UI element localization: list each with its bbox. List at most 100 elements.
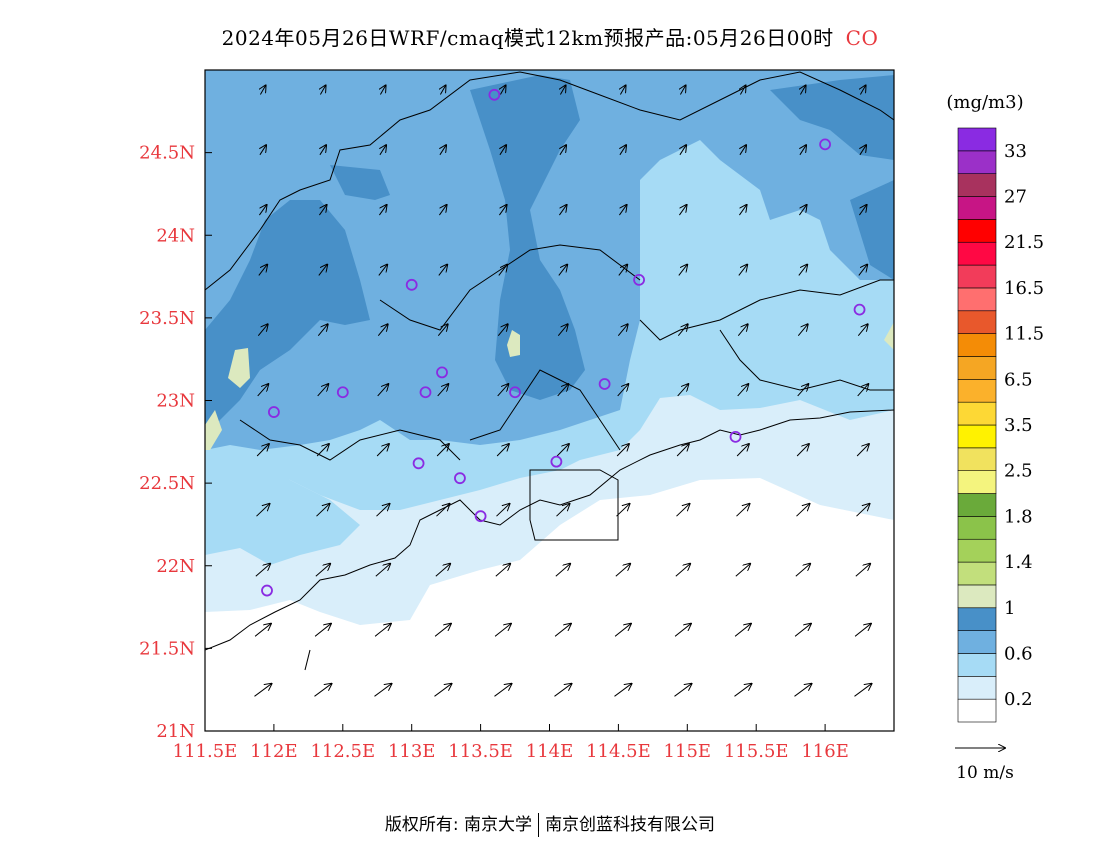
wind-vector-49 <box>557 324 567 337</box>
wind-vector-118 <box>734 684 752 697</box>
wind-vector-59 <box>497 384 509 397</box>
wind-vector-81 <box>496 504 510 517</box>
field-band-0.6-coast <box>205 455 360 565</box>
wind-vector-24 <box>378 205 386 216</box>
wind-vector-34 <box>318 265 327 276</box>
wind-vector-99 <box>254 624 271 637</box>
plot-frame <box>204 69 895 732</box>
monitoring-stations <box>261 88 866 597</box>
wind-vector-90 <box>375 564 390 577</box>
wind-vector-74 <box>736 444 749 457</box>
x-tick-label: 112E <box>250 741 298 762</box>
wind-vector-33 <box>258 265 267 276</box>
wind-vector-39 <box>618 265 627 276</box>
wind-vector-15 <box>500 145 506 156</box>
station-marker-1 <box>819 138 831 151</box>
wind-vector-23 <box>318 205 326 216</box>
wind-vector-38 <box>558 265 567 276</box>
colorbar-label: 33 <box>1004 141 1027 162</box>
x-tick-label: 113.5E <box>448 741 513 762</box>
station-marker-16 <box>261 584 273 597</box>
station-marker-5 <box>336 386 349 399</box>
wind-vector-107 <box>734 624 751 637</box>
station-marker-7 <box>436 366 448 379</box>
wind-vector-40 <box>678 265 687 276</box>
x-tick-label: 111.5E <box>173 741 238 762</box>
x-tick-label: 114.5E <box>586 741 651 762</box>
colorbar-bin-3 <box>957 630 997 654</box>
wind-vector-36 <box>438 265 447 276</box>
wind-vector-94 <box>615 564 630 577</box>
wind-vector-105 <box>614 624 631 637</box>
wind-vector-5 <box>560 86 565 95</box>
y-tick-label: 21N <box>156 721 195 742</box>
wind-vector-61 <box>617 384 629 397</box>
colorbar-label: 16.5 <box>1004 278 1044 299</box>
y-tick-label: 24N <box>156 225 195 246</box>
wind-vector-2 <box>380 86 385 95</box>
wind-vector-96 <box>735 564 750 577</box>
wind-vectors <box>254 86 872 697</box>
colorbar-label: 2.5 <box>1004 461 1033 482</box>
y-tick-label: 23.5N <box>139 308 195 329</box>
station-marker-3 <box>633 273 645 286</box>
wind-vector-117 <box>674 684 692 697</box>
wind-vector-28 <box>618 205 626 216</box>
wind-vector-63 <box>737 384 749 397</box>
wind-vector-60 <box>557 384 569 397</box>
wind-vector-26 <box>498 205 506 216</box>
wind-vector-77 <box>256 504 270 517</box>
field-band-1-c <box>470 75 585 400</box>
colorbar-bin-5 <box>957 584 997 609</box>
wind-vector-69 <box>436 444 449 457</box>
wind-vector-47 <box>437 324 447 337</box>
station-marker-11 <box>412 457 425 470</box>
wind-vector-37 <box>498 265 507 276</box>
wind-vector-20 <box>800 145 806 156</box>
wind-vector-119 <box>794 684 812 697</box>
chart-title-main: 2024年05月26日WRF/cmaq模式12km预报产品:05月26日00时 <box>221 26 834 50</box>
wind-vector-43 <box>858 265 867 276</box>
wind-vector-114 <box>494 684 512 697</box>
wind-vector-64 <box>797 384 809 397</box>
colorbar-label: 0.6 <box>1004 644 1033 665</box>
station-marker-9 <box>598 378 611 390</box>
station-marker-12 <box>454 472 466 485</box>
wind-vector-71 <box>556 444 569 457</box>
wind-vector-95 <box>675 564 690 577</box>
x-tick-label: 112.5E <box>310 741 375 762</box>
wind-vector-0 <box>260 86 265 95</box>
footer: 版权所有: 南京大学 南京创蓝科技有限公司 <box>0 810 1100 837</box>
colorbar-label: 21.5 <box>1004 232 1044 253</box>
wind-vector-70 <box>496 444 509 457</box>
wind-vector-11 <box>260 145 266 156</box>
colorbar-bin-4 <box>957 607 997 631</box>
wind-legend-label: 10 m/s <box>956 763 1014 783</box>
y-tick-label: 21.5N <box>139 638 195 659</box>
station-marker-14 <box>729 430 742 443</box>
colorbar-bin-11 <box>957 447 997 472</box>
y-tick-label: 23N <box>156 391 195 412</box>
wind-vector-48 <box>497 324 507 337</box>
wind-vector-89 <box>315 564 330 577</box>
wind-vector-76 <box>856 444 869 457</box>
station-marker-4 <box>853 303 866 316</box>
wind-vector-51 <box>677 324 687 337</box>
colorbar-bin-2 <box>957 653 997 677</box>
wind-vector-101 <box>374 624 391 637</box>
wind-vector-16 <box>560 145 566 156</box>
footer-right: 南京创蓝科技有限公司 <box>545 815 716 835</box>
field-band-1.2-a <box>228 348 250 388</box>
wind-vector-87 <box>856 504 870 517</box>
x-tick-label: 116E <box>801 741 849 762</box>
field-band-1-d <box>770 75 894 160</box>
chart-title: 2024年05月26日WRF/cmaq模式12km预报产品:05月26日00时 C… <box>0 22 1100 51</box>
wind-vector-54 <box>857 324 867 337</box>
wind-vector-102 <box>434 624 451 637</box>
y-tick-label: 22.5N <box>139 473 195 494</box>
county-border-g <box>304 649 311 671</box>
wind-vector-53 <box>797 324 807 337</box>
concentration-field <box>205 70 894 731</box>
colorbar-label: 11.5 <box>1004 324 1044 345</box>
wind-vector-93 <box>555 564 570 577</box>
